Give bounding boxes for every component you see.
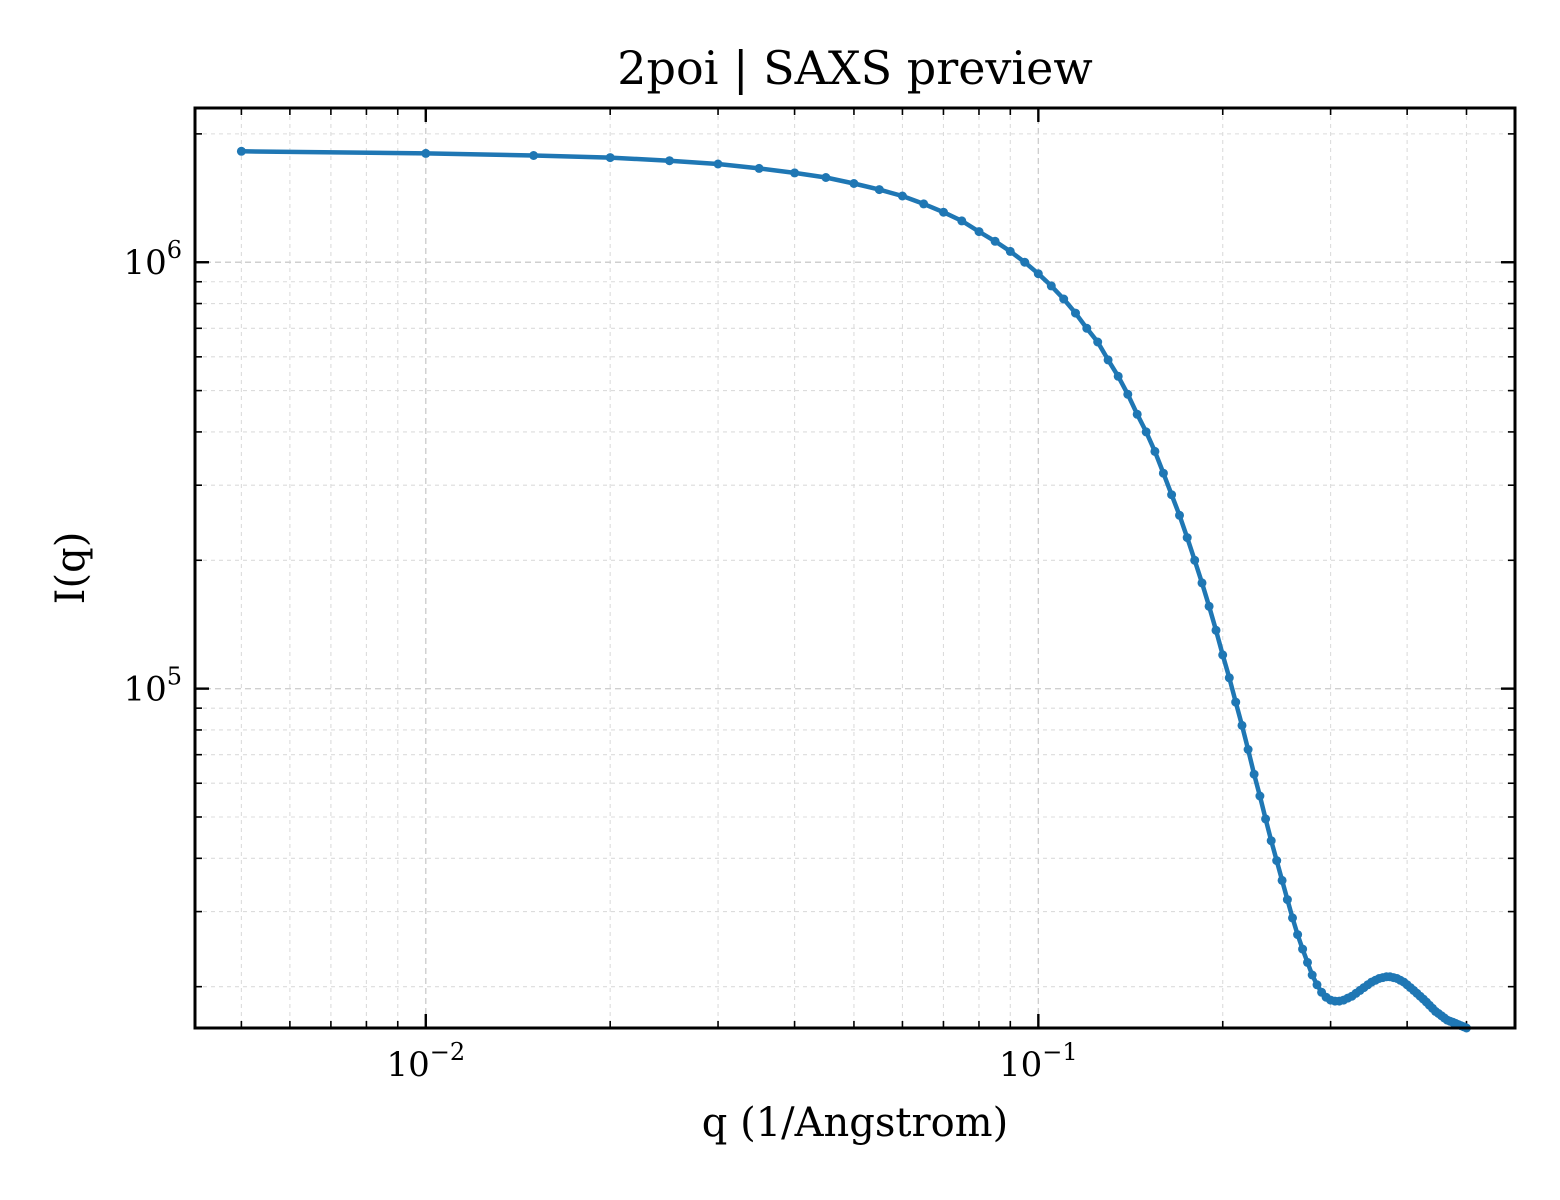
data-point <box>1307 970 1317 980</box>
data-point <box>1261 814 1271 824</box>
data-point <box>1059 294 1069 304</box>
data-point <box>1082 323 1092 333</box>
y-tick-label: 105 <box>123 663 182 710</box>
data-point <box>236 146 246 156</box>
data-point <box>1132 409 1142 419</box>
data-point <box>1046 281 1056 291</box>
axis-ticks <box>195 108 1515 1028</box>
data-point <box>1141 427 1151 437</box>
chart-title: 2poi | SAXS preview <box>617 41 1092 95</box>
data-point <box>1175 510 1184 520</box>
data-point <box>1218 650 1228 660</box>
x-tick-label: 10−1 <box>999 1038 1078 1085</box>
data-point <box>1113 371 1123 381</box>
data-point <box>1277 875 1287 885</box>
data-point <box>790 168 800 178</box>
data-point <box>874 185 884 195</box>
data-point <box>1243 745 1253 754</box>
data-point <box>1150 446 1160 456</box>
data-point <box>1103 355 1113 365</box>
y-tick-label-exponent: 6 <box>167 236 182 264</box>
data-point <box>1197 578 1207 588</box>
data-point <box>1298 944 1308 954</box>
data-point <box>1123 389 1133 399</box>
data-point <box>919 199 929 209</box>
data-point <box>1231 697 1241 707</box>
data-point <box>421 148 431 158</box>
x-axis-label: q (1/Angstrom) <box>702 1100 1008 1146</box>
y-tick-label: 106 <box>123 236 182 283</box>
x-tick-label-base: 10 <box>386 1045 429 1085</box>
data-point <box>1255 791 1265 801</box>
plot-frame <box>193 106 1517 1030</box>
data-point <box>1033 269 1043 279</box>
data-point <box>1266 836 1276 846</box>
data-point <box>821 173 831 182</box>
data-point <box>1288 913 1297 923</box>
data-point <box>1303 957 1312 967</box>
data-point <box>754 163 764 173</box>
x-tick-label-exponent: −2 <box>430 1038 465 1066</box>
data-point <box>1158 468 1168 478</box>
data-point <box>849 179 859 188</box>
data-point <box>990 236 1000 246</box>
data-point <box>1204 601 1214 611</box>
data-point <box>1005 246 1015 256</box>
y-tick-label-base: 10 <box>123 243 166 283</box>
data-point <box>1071 308 1080 318</box>
x-tick-label-exponent: −1 <box>1042 1038 1077 1066</box>
data-point <box>974 227 984 237</box>
data-point <box>1182 533 1192 543</box>
x-tick-labels: 10−2 10−1 <box>386 1038 1077 1085</box>
data-point <box>605 153 615 163</box>
data-point <box>1293 930 1303 940</box>
y-tick-label-base: 10 <box>123 670 166 710</box>
data-point <box>1211 625 1221 635</box>
y-tick-label-exponent: 5 <box>167 663 182 691</box>
data-point <box>1272 856 1282 866</box>
data-point <box>713 159 723 169</box>
y-axis-label: I(q) <box>48 532 94 605</box>
data-series <box>236 146 1471 1033</box>
data-point <box>1312 980 1322 990</box>
x-tick-label-base: 10 <box>999 1045 1042 1085</box>
grid <box>195 108 1515 1028</box>
data-point <box>957 216 967 226</box>
data-point <box>1020 257 1030 267</box>
data-point <box>939 207 948 217</box>
data-point <box>529 151 539 160</box>
data-point <box>1282 895 1292 905</box>
data-point <box>1249 769 1259 779</box>
data-point <box>1224 673 1234 683</box>
data-point <box>897 191 907 201</box>
data-point <box>1237 720 1247 730</box>
data-point <box>1093 337 1103 347</box>
data-point <box>665 156 674 166</box>
x-tick-label: 10−2 <box>386 1038 465 1085</box>
data-point <box>1190 555 1200 565</box>
data-point <box>1167 490 1177 500</box>
